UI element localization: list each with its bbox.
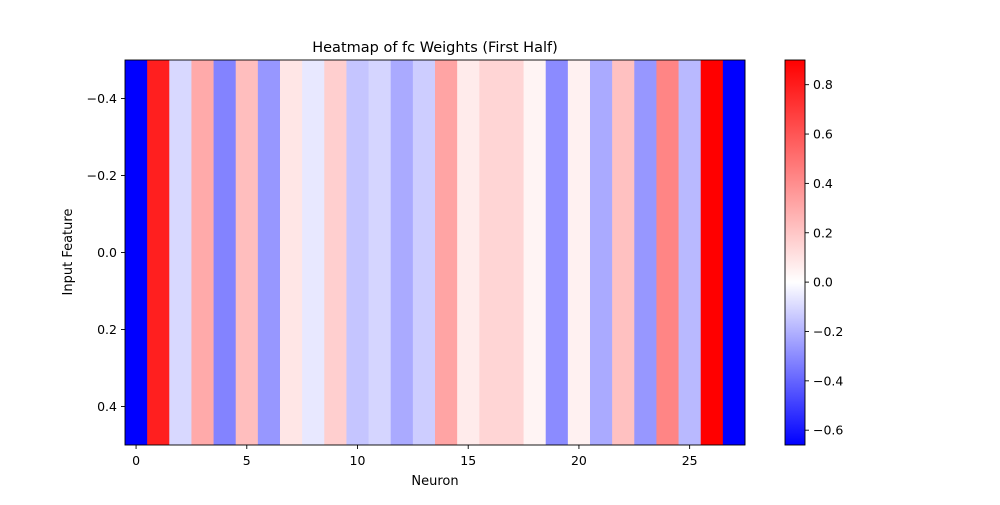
heatmap-cell [235,60,259,445]
heatmap-cell [678,60,702,445]
heatmap-cell [346,60,369,445]
heatmap-cells [125,60,746,445]
heatmap-cell [457,60,480,445]
heatmap-cell [634,60,657,445]
heatmap-cell [257,60,281,445]
y-tick-label: −0.2 [87,168,117,183]
colorbar-tick-label: 0.2 [813,225,833,240]
chart-title: Heatmap of fc Weights (First Half) [312,40,558,56]
heatmap-cell [567,60,591,445]
x-tick-label: 0 [132,453,140,468]
heatmap-cell [412,60,436,445]
y-tick-label: 0.0 [97,245,117,260]
colorbar-tick-label: −0.2 [813,324,843,339]
heatmap-cell [722,60,746,445]
heatmap-cell [191,60,214,445]
heatmap-cell [169,60,192,445]
colorbar-tick-label: −0.6 [813,423,843,438]
y-axis: −0.4 −0.2 0.0 0.2 0.4 [87,91,125,414]
heatmap-cell [700,60,724,445]
heatmap-cell [213,60,237,445]
heatmap-cell [501,60,524,445]
colorbar [784,59,806,446]
y-tick-label: 0.2 [97,322,117,337]
heatmap-cell [302,60,325,445]
heatmap-cell [523,60,547,445]
heatmap-cell [545,60,569,445]
y-tick-label: 0.4 [97,399,117,414]
heatmap-cell [390,60,414,445]
colorbar-tick-label: 0.8 [813,77,833,92]
y-axis-label: Input Feature [61,209,76,296]
x-tick-label: 10 [350,453,366,468]
colorbar-tick-label: −0.4 [813,373,843,388]
x-axis-label: Neuron [411,474,458,489]
heatmap-cell [656,60,679,445]
heatmap-cell [280,60,303,445]
x-tick-label: 20 [571,453,587,468]
heatmap-cell [125,60,148,445]
colorbar-tick-label: 0.0 [813,275,833,290]
heatmap-cell [368,60,392,445]
y-tick-label: −0.4 [87,91,117,106]
x-tick-label: 15 [460,453,476,468]
heatmap-cell [435,60,458,445]
x-tick-label: 25 [682,453,698,468]
heatmap-cell [147,60,170,445]
colorbar-tick-label: 0.4 [813,176,833,191]
heatmap-cell [612,60,635,445]
heatmap-cell [324,60,347,445]
x-tick-label: 5 [243,453,251,468]
x-axis: 0 5 10 15 20 25 [132,445,698,468]
heatmap-cell [590,60,613,445]
colorbar-ticks: −0.6 −0.4 −0.2 0.0 0.2 0.4 0.6 0.8 [805,77,843,438]
heatmap-cell [479,60,502,445]
colorbar-tick-label: 0.6 [813,127,833,142]
